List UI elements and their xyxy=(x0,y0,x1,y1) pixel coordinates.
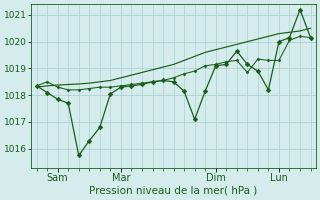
X-axis label: Pression niveau de la mer( hPa ): Pression niveau de la mer( hPa ) xyxy=(90,186,258,196)
